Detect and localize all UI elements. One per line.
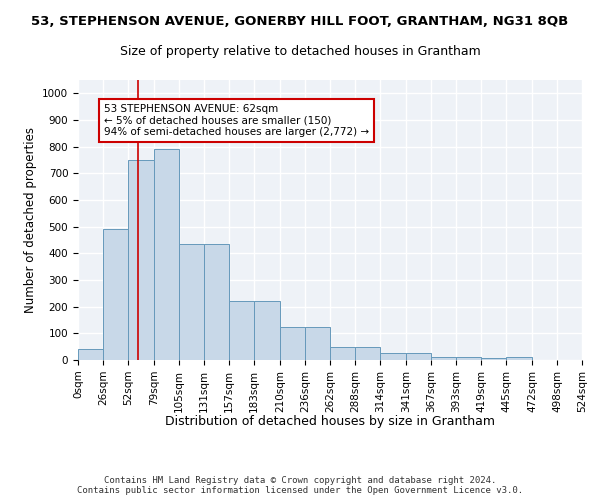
Bar	[179, 244, 204, 360]
Text: Contains HM Land Registry data © Crown copyright and database right 2024.
Contai: Contains HM Land Registry data © Crown c…	[77, 476, 523, 495]
Bar	[481, 358, 506, 360]
Bar	[78, 350, 103, 360]
Bar	[204, 244, 229, 360]
Bar	[128, 160, 154, 360]
Bar	[254, 302, 280, 360]
Text: Size of property relative to detached houses in Grantham: Size of property relative to detached ho…	[119, 45, 481, 58]
Bar	[355, 346, 380, 360]
Bar	[506, 358, 532, 360]
Bar	[380, 354, 406, 360]
Bar	[280, 326, 305, 360]
Bar	[456, 358, 481, 360]
Text: 53, STEPHENSON AVENUE, GONERBY HILL FOOT, GRANTHAM, NG31 8QB: 53, STEPHENSON AVENUE, GONERBY HILL FOOT…	[31, 15, 569, 28]
Bar	[330, 346, 355, 360]
Bar	[103, 230, 128, 360]
Bar	[305, 326, 330, 360]
Bar	[431, 357, 456, 360]
Text: 53 STEPHENSON AVENUE: 62sqm
← 5% of detached houses are smaller (150)
94% of sem: 53 STEPHENSON AVENUE: 62sqm ← 5% of deta…	[104, 104, 369, 137]
Bar	[154, 150, 179, 360]
Bar	[406, 354, 431, 360]
Y-axis label: Number of detached properties: Number of detached properties	[23, 127, 37, 313]
Bar	[229, 302, 254, 360]
X-axis label: Distribution of detached houses by size in Grantham: Distribution of detached houses by size …	[165, 414, 495, 428]
